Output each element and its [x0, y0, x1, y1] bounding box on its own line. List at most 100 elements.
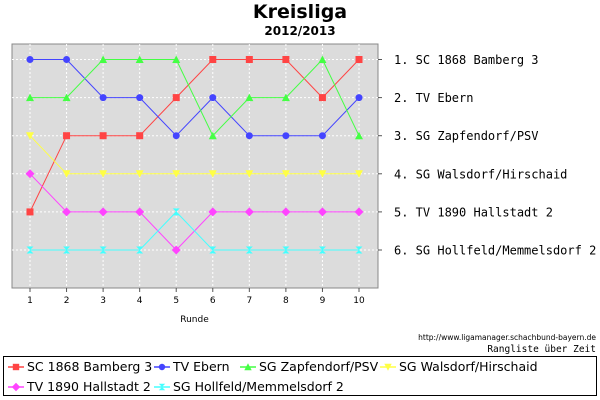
data-point — [209, 94, 217, 102]
data-point — [281, 207, 291, 217]
data-point — [135, 170, 144, 178]
x-tick-label: 10 — [353, 296, 365, 306]
data-point — [172, 132, 180, 140]
data-point — [99, 246, 107, 254]
x-tick-label: 8 — [283, 296, 289, 306]
data-point — [63, 132, 71, 140]
legend-label: SG Zapfendorf/PSV — [259, 359, 379, 374]
data-point — [355, 56, 363, 63]
data-point — [136, 94, 144, 102]
y-tick-label: 6. SG Hollfeld/Memmelsdorf 2 — [394, 244, 596, 258]
legend-swatch — [240, 362, 256, 370]
y-tick-label: 5. TV 1890 Hallstadt 2 — [394, 205, 553, 219]
data-point — [62, 93, 71, 102]
chart-caption: Rangliste über Zeit — [487, 344, 596, 355]
legend-item: TV 1890 Hallstadt 2 — [8, 379, 151, 394]
x-tick-label: 5 — [173, 296, 179, 306]
legend-item: SG Hollfeld/Memmelsdorf 2 — [154, 379, 344, 394]
legend-label: SC 1868 Bamberg 3 — [27, 359, 153, 374]
data-point — [172, 208, 180, 216]
data-point — [355, 170, 363, 178]
x-tick-label: 6 — [210, 296, 216, 306]
x-tick-label: 1 — [27, 296, 33, 306]
legend-swatch — [8, 363, 24, 370]
data-point — [136, 246, 144, 254]
data-point — [318, 132, 326, 140]
x-tick-label: 4 — [137, 296, 143, 306]
legend-label: TV Ebern — [173, 359, 230, 374]
data-point — [26, 56, 34, 63]
data-point — [245, 93, 254, 102]
data-point — [99, 94, 107, 102]
data-point — [318, 55, 327, 63]
data-point — [26, 208, 34, 216]
data-point — [171, 245, 181, 255]
legend-item: TV Ebern — [154, 359, 230, 374]
data-point — [25, 169, 35, 179]
data-point — [62, 170, 71, 178]
chart-title: Kreisliga — [252, 1, 348, 23]
data-point — [318, 94, 326, 102]
plot-area — [11, 43, 379, 289]
data-point — [282, 56, 290, 63]
data-point — [136, 132, 144, 140]
data-point — [26, 93, 34, 102]
legend-label: SG Walsdorf/Hirschaid — [399, 359, 538, 374]
data-point — [208, 207, 218, 217]
legend-swatch — [154, 363, 170, 370]
data-point — [99, 132, 107, 140]
data-point — [208, 131, 217, 140]
legend-label: TV 1890 Hallstadt 2 — [27, 379, 151, 394]
legend-item: SG Zapfendorf/PSV — [240, 359, 378, 374]
y-tick-label: 3. SG Zapfendorf/PSV — [394, 129, 539, 143]
legend-swatch — [154, 383, 170, 390]
legend-swatch — [380, 363, 396, 371]
data-point — [281, 93, 290, 102]
data-point — [99, 170, 108, 178]
legend-item: SG Walsdorf/Hirschaid — [380, 359, 538, 374]
data-point — [282, 246, 290, 254]
y-tick-label: 2. TV Ebern — [394, 91, 473, 105]
data-point — [355, 131, 363, 140]
data-point — [282, 132, 290, 140]
series-3 — [26, 55, 363, 140]
data-point — [209, 246, 217, 254]
data-point — [172, 94, 180, 102]
x-tick-label: 2 — [64, 296, 70, 306]
series-line — [30, 58, 360, 137]
x-axis-label: Runde — [180, 315, 209, 325]
data-point — [135, 207, 145, 217]
data-point — [245, 170, 254, 178]
legend-item: SC 1868 Bamberg 3 — [8, 359, 152, 374]
data-point — [281, 170, 290, 178]
legend-label: SG Hollfeld/Memmelsdorf 2 — [173, 379, 344, 394]
data-point — [354, 207, 364, 217]
data-point — [245, 132, 253, 140]
data-point — [355, 246, 363, 254]
source-url: http://www.ligamanager.schachbund-bayern… — [418, 333, 596, 342]
legend-swatch — [8, 382, 24, 391]
data-point — [99, 55, 108, 63]
series-4 — [26, 132, 363, 178]
data-point — [63, 56, 71, 63]
data-point — [63, 246, 71, 254]
data-point — [318, 170, 327, 178]
data-point — [355, 94, 363, 102]
data-point — [26, 132, 34, 140]
y-tick-label: 4. SG Walsdorf/Hirschaid — [394, 167, 567, 181]
series-line — [29, 135, 359, 175]
data-point — [317, 207, 327, 217]
chart-legend: SC 1868 Bamberg 3 TV Ebern SG Zapfendorf/P… — [3, 356, 597, 396]
series-6 — [26, 208, 363, 254]
line-chart: 1 2 3 4 5 6 7 8 9 10 1. SC 1868 Bamberg 3 2. TV Ebe… — [11, 43, 596, 325]
data-point — [98, 207, 108, 217]
y-tick-label: 1. SC 1868 Bamberg 3 — [394, 53, 539, 67]
data-point — [245, 56, 253, 63]
x-tick-label: 3 — [100, 296, 106, 306]
data-point — [26, 246, 34, 254]
data-point — [135, 55, 144, 63]
x-tick-label: 7 — [246, 296, 252, 306]
chart-subtitle: 2012/2013 — [264, 24, 336, 38]
data-point — [172, 170, 181, 178]
data-point — [209, 56, 217, 63]
